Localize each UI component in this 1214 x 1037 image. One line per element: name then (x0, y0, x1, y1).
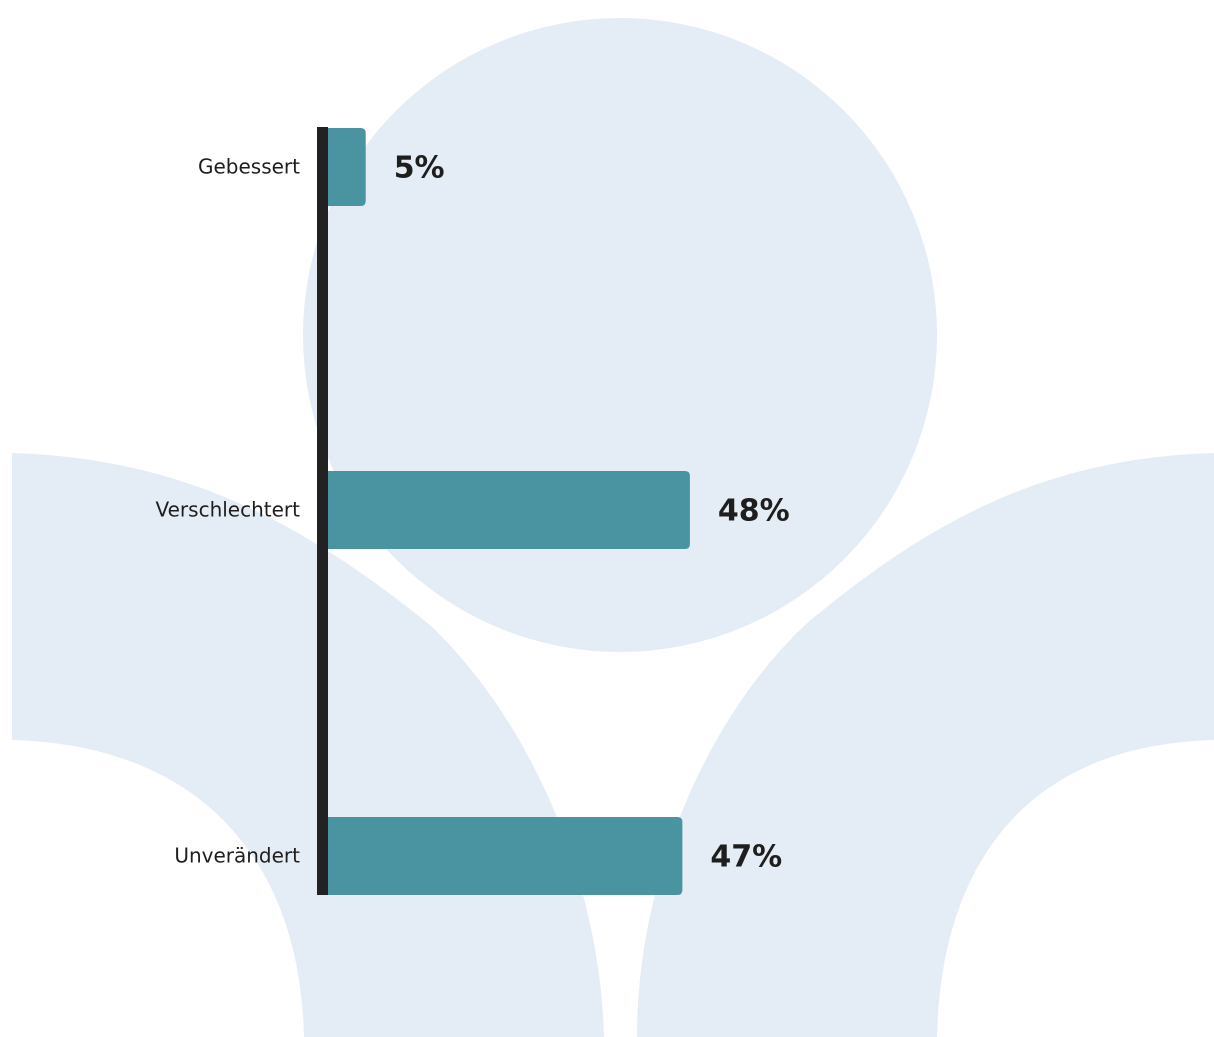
background-circle (303, 18, 937, 652)
bar (328, 471, 690, 549)
category-label: Unverändert (174, 844, 300, 868)
background-arch-right (637, 453, 1214, 1037)
value-label: 5% (394, 151, 445, 186)
value-label: 48% (718, 494, 790, 529)
axis-line (317, 127, 328, 895)
category-label: Verschlechtert (156, 498, 301, 522)
value-label: 47% (710, 840, 782, 875)
bar (328, 817, 683, 895)
bar (328, 128, 366, 206)
category-label: Gebessert (198, 155, 300, 179)
